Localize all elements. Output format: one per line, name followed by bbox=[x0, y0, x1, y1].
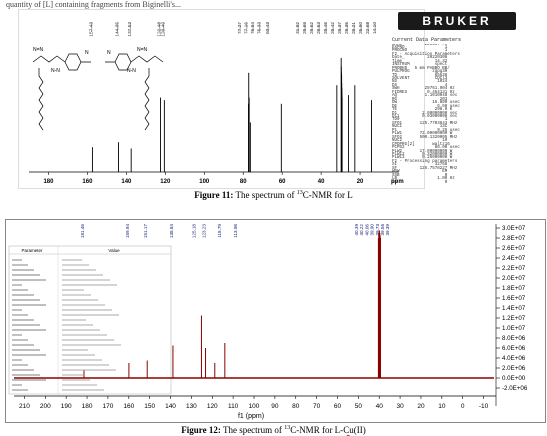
y-tick-label: 8.0E+06 bbox=[502, 335, 526, 342]
x-tick-label: 160 bbox=[82, 179, 93, 185]
x-tick-label: 180 bbox=[82, 403, 93, 410]
x-tick-label: 180 bbox=[43, 179, 54, 185]
molecule-atom-label: N bbox=[107, 50, 111, 56]
molecule-atom-label: N-N bbox=[51, 68, 60, 74]
caption-text: The spectrum of bbox=[220, 425, 285, 435]
x-tick-label: 120 bbox=[207, 403, 218, 410]
y-tick-label: 3.0E+07 bbox=[502, 225, 526, 232]
x-tick-label: 100 bbox=[199, 179, 210, 185]
y-tick-label: 1.2E+07 bbox=[502, 315, 526, 322]
peak-label: 40.39 bbox=[354, 224, 359, 236]
y-tick-label: 2.0E+06 bbox=[502, 365, 526, 372]
y-tick-label: 2.8E+07 bbox=[502, 235, 526, 242]
parameter-table: Parameter Value bbox=[8, 245, 172, 395]
x-tick-label: 90 bbox=[271, 403, 279, 410]
x-tick-label: 20 bbox=[417, 403, 425, 410]
x-tick-label: 40 bbox=[318, 179, 325, 185]
x-tick-label: -10 bbox=[479, 403, 489, 410]
params-title: Current Data Parameters bbox=[392, 37, 462, 43]
x-tick-label: 140 bbox=[121, 179, 132, 185]
y-tick-label: 1.8E+07 bbox=[502, 285, 526, 292]
peak-label: 113.98 bbox=[233, 224, 238, 238]
y-tick-label: -2.0E+06 bbox=[502, 385, 528, 392]
peak-label: 39.73 bbox=[375, 224, 380, 236]
caption-sup: 13 bbox=[284, 425, 291, 431]
y-tick-label: 2.0E+07 bbox=[502, 275, 526, 282]
figure-11-label: Figure 11: bbox=[194, 190, 234, 200]
peak-label: 40.06 bbox=[364, 224, 369, 236]
x-tick-label: 140 bbox=[165, 403, 176, 410]
x-tick-label: 110 bbox=[228, 403, 239, 410]
figure-12-spectrum: Parameter Value 181.46 159.94 151.17 138.84… bbox=[5, 219, 546, 423]
y-tick-label: 4.0E+06 bbox=[502, 355, 526, 362]
bruker-logo: BRUKER bbox=[398, 12, 516, 30]
peak-label: 125.18 bbox=[191, 224, 196, 238]
x-tick-label: 80 bbox=[292, 403, 300, 410]
x-axis-title: f1 (ppm) bbox=[238, 413, 264, 420]
params-list: NAME 220307-rh EXPNO 1 PROCNO 1 F2 - Acq… bbox=[392, 43, 460, 184]
x-tick-label: 60 bbox=[279, 179, 286, 185]
param-table-header: Value bbox=[108, 248, 120, 253]
peak-label: 39.39 bbox=[385, 224, 390, 236]
peak-label: 159.94 bbox=[125, 224, 130, 238]
y-tick-label: 1.0E+07 bbox=[502, 325, 526, 332]
figure-12-svg: Parameter Value 181.46 159.94 151.17 138.84… bbox=[8, 224, 528, 420]
figure-12-label: Figure 12: bbox=[181, 425, 221, 435]
peak-label: 118.79 bbox=[217, 224, 222, 238]
x-tick-label: 30 bbox=[396, 403, 404, 410]
x-tick-label: 150 bbox=[144, 403, 155, 410]
peak-label: 181.46 bbox=[80, 224, 85, 238]
caption-sup: 13 bbox=[296, 190, 303, 196]
x-tick-label: 190 bbox=[61, 403, 72, 410]
peak-label: 39.90 bbox=[370, 224, 375, 236]
molecule-structure bbox=[32, 53, 164, 131]
x-tick-label: 210 bbox=[19, 403, 30, 410]
molecule-atom-label: N-N bbox=[127, 68, 136, 74]
x-tick-label: 170 bbox=[102, 403, 113, 410]
x-tick-label: 120 bbox=[160, 179, 171, 185]
x-tick-label: 70 bbox=[313, 403, 321, 410]
y-tick-label: 6.0E+06 bbox=[502, 345, 526, 352]
peak-label: 39.56 bbox=[380, 224, 385, 236]
y-tick-label: 1.4E+07 bbox=[502, 305, 526, 312]
x-tick-label: 80 bbox=[240, 179, 247, 185]
caption-metal: Cu bbox=[343, 425, 354, 435]
caption-text: The spectrum of bbox=[233, 190, 297, 200]
caption-text: (II) bbox=[353, 425, 366, 435]
x-tick-label: 10 bbox=[438, 403, 446, 410]
y-tick-label: 2.6E+07 bbox=[502, 245, 526, 252]
y-tick-label: 1.6E+07 bbox=[502, 295, 526, 302]
molecule-atom-label: N=N bbox=[33, 47, 44, 53]
peak-label: 40.22 bbox=[359, 224, 364, 236]
figure-11-caption: Figure 11: The spectrum of 13C-NMR for L bbox=[0, 189, 547, 201]
x-axis-unit: ppm bbox=[391, 179, 404, 185]
peak-label: 123.23 bbox=[202, 224, 207, 238]
x-tick-label: 0 bbox=[461, 403, 465, 410]
x-tick-label: 100 bbox=[249, 403, 260, 410]
figure-11-svg: N=N N=N N N N-N N-N 157.43 144.05 137.53 12… bbox=[29, 22, 404, 185]
y-tick-label: 2.4E+07 bbox=[502, 255, 526, 262]
param-table-header: Parameter bbox=[21, 248, 43, 253]
x-tick-label: 130 bbox=[186, 403, 197, 410]
figure-12-caption: Figure 12: The spectrum of 13C-NMR for L… bbox=[0, 424, 547, 436]
molecule-atom-label: N=N bbox=[137, 47, 148, 53]
figure-11-spectrum: N=N N=N N N N-N N-N 157.43 144.05 137.53 12… bbox=[18, 9, 425, 189]
top-text-fragment: quantity of [L] containing fragments fro… bbox=[6, 0, 181, 9]
molecule-atom-label: N bbox=[85, 50, 89, 56]
x-tick-label: 160 bbox=[123, 403, 134, 410]
x-tick-label: 50 bbox=[355, 403, 363, 410]
acquisition-parameters-panel: BRUKER Current Data Parameters NAME 2203… bbox=[392, 12, 524, 184]
y-tick-label: 2.2E+07 bbox=[502, 265, 526, 272]
x-tick-label: 60 bbox=[334, 403, 342, 410]
peak-label: 138.84 bbox=[169, 224, 174, 238]
caption-text: C-NMR for L bbox=[302, 190, 353, 200]
y-tick-label: 0.0E+00 bbox=[502, 375, 526, 382]
x-tick-label: 40 bbox=[376, 403, 384, 410]
peak-label: 151.17 bbox=[143, 224, 148, 238]
x-tick-label: 200 bbox=[40, 403, 51, 410]
caption-text: C-NMR for L- bbox=[290, 425, 344, 435]
x-tick-label: 20 bbox=[357, 179, 364, 185]
